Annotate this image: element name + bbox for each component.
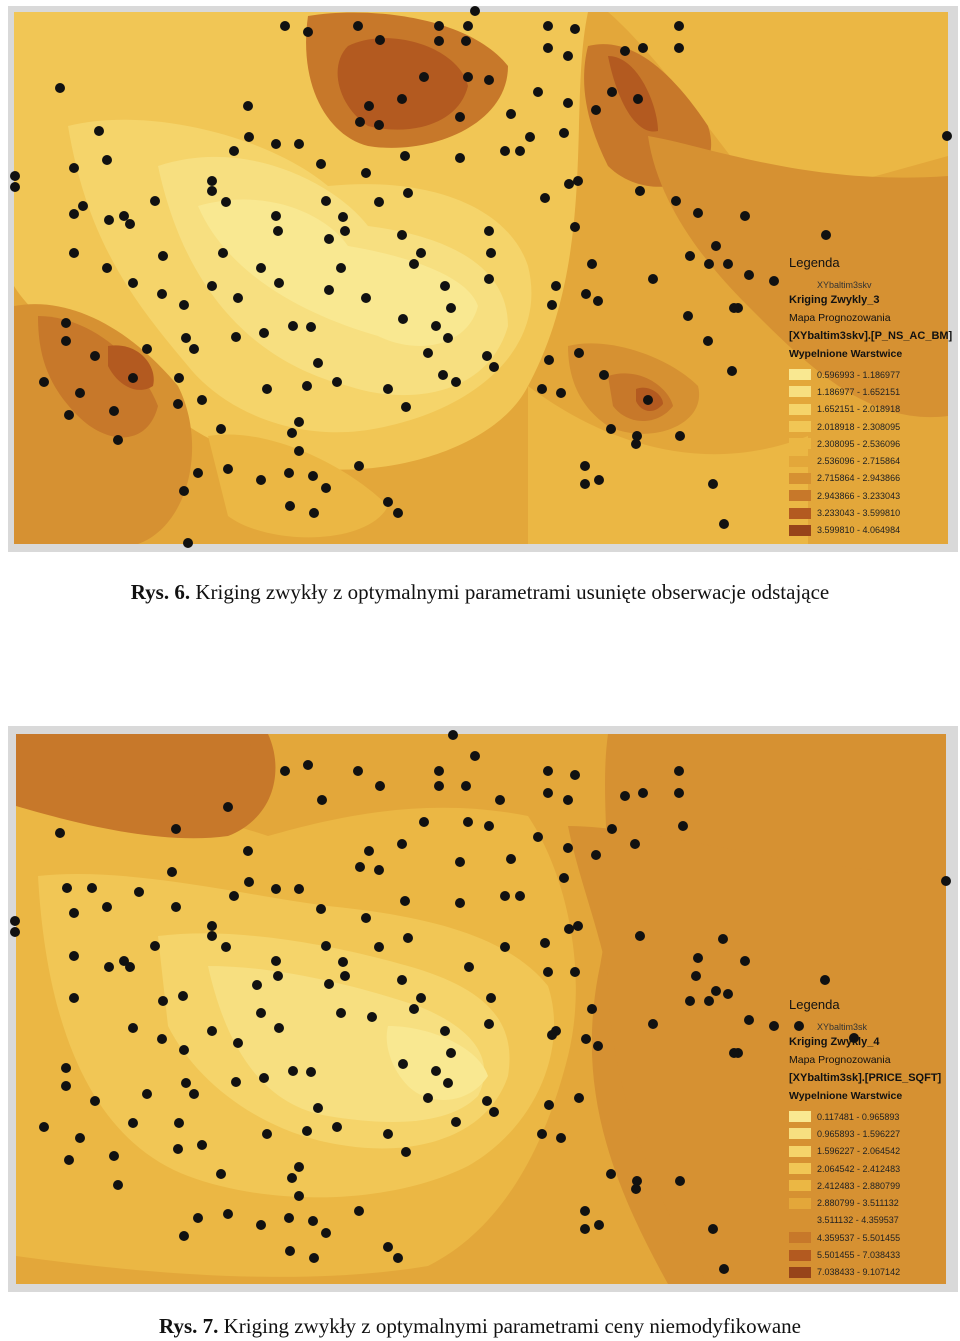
caption-number: Rys. 7. [159,1314,219,1338]
figure-caption-2: Rys. 7. Kriging zwykły z optymalnymi par… [0,1314,960,1339]
legend-class-row: 3.233043 - 3.599810 [789,504,952,521]
color-swatch [789,472,811,484]
class-range: 3.233043 - 3.599810 [817,508,901,519]
legend-model-name: Kriging Zwykly_4 [789,1036,880,1048]
class-range: 2.018918 - 2.308095 [817,421,901,432]
color-swatch [789,1266,811,1278]
color-swatch [789,1145,811,1157]
legend-class-row: 2.943866 - 3.233043 [789,487,952,504]
color-swatch [789,1163,811,1175]
legend-class-row: 2.018918 - 2.308095 [789,418,952,435]
class-range: 2.715864 - 2.943866 [817,473,901,484]
class-range: 2.943866 - 3.233043 [817,490,901,501]
class-range: 0.965893 - 1.596227 [817,1128,901,1139]
legend-class-row: 0.965893 - 1.596227 [789,1125,941,1142]
legend-2: Legenda XYbaltim3sk Kriging Zwykly_4 Map… [789,997,941,1281]
kriging-map-2 [8,726,958,1292]
legend-class-row: 5.501455 - 7.038433 [789,1246,941,1263]
color-swatch [789,1128,811,1140]
class-range: 2.536096 - 2.715864 [817,456,901,467]
class-range: 2.064542 - 2.412483 [817,1163,901,1174]
legend-fill-label: Wypelnione Warstwice [789,1090,903,1102]
legend-class-row: 3.599810 - 4.064984 [789,522,952,539]
color-swatch [789,369,811,381]
class-range: 2.308095 - 2.536096 [817,438,901,449]
class-range: 7.038433 - 9.107142 [817,1267,901,1278]
legend-class-row: 3.511132 - 4.359537 [789,1212,941,1229]
class-range: 0.117481 - 0.965893 [817,1111,900,1122]
class-range: 3.511132 - 4.359537 [817,1215,899,1226]
color-swatch [789,438,811,450]
legend-fill-label: Wypelnione Warstwice [789,348,903,360]
legend-class-row: 0.596993 - 1.186977 [789,366,952,383]
class-range: 5.501455 - 7.038433 [817,1250,901,1261]
color-swatch [789,386,811,398]
color-swatch [789,1214,811,1226]
color-swatch [789,421,811,433]
class-range: 0.596993 - 1.186977 [817,369,901,380]
color-swatch [789,1232,811,1244]
figure-caption-1: Rys. 6. Kriging zwykły z optymalnymi par… [0,580,960,605]
map-figure-2: Legenda XYbaltim3sk Kriging Zwykly_4 Map… [8,726,958,1292]
class-range: 1.652151 - 2.018918 [817,404,901,415]
legend-title: Legenda [789,997,840,1012]
legend-layer-name: XYbaltim3sk [817,1022,868,1032]
color-swatch [789,1249,811,1261]
legend-map-type: Mapa Prognozowania [789,312,891,324]
legend-class-row: 2.064542 - 2.412483 [789,1160,941,1177]
class-range: 1.596227 - 2.064542 [817,1146,901,1157]
color-swatch [789,524,811,536]
legend-class-list: 0.596993 - 1.186977 1.186977 - 1.652151 … [789,366,952,539]
legend-class-row: 2.308095 - 2.536096 [789,435,952,452]
legend-class-row: 2.880799 - 3.511132 [789,1194,941,1211]
class-range: 1.186977 - 1.652151 [817,386,901,397]
legend-class-row: 2.715864 - 2.943866 [789,470,952,487]
legend-class-list: 0.117481 - 0.965893 0.965893 - 1.596227 … [789,1108,941,1281]
legend-field-name: [XYbaltim3skv].[P_NS_AC_BM] [789,330,953,342]
class-range: 2.412483 - 2.880799 [817,1180,901,1191]
legend-map-type: Mapa Prognozowania [789,1054,891,1066]
map-figure-1: Legenda XYbaltim3skv Kriging Zwykly_3 Ma… [8,6,958,552]
kriging-map-1 [8,6,958,552]
class-range: 2.880799 - 3.511132 [817,1198,899,1209]
color-swatch [789,507,811,519]
observation-points-2 [10,730,951,1274]
legend-field-name: [XYbaltim3sk].[PRICE_SQFT] [789,1072,942,1084]
color-swatch [789,1180,811,1192]
legend-model-name: Kriging Zwykly_3 [789,294,880,306]
legend-layer-name: XYbaltim3skv [817,280,872,290]
caption-text: Kriging zwykły z optymalnymi parametrami… [195,580,830,604]
color-swatch [789,490,811,502]
legend-class-row: 1.186977 - 1.652151 [789,383,952,400]
legend-class-row: 2.536096 - 2.715864 [789,452,952,469]
legend-class-row: 1.652151 - 2.018918 [789,401,952,418]
legend-title: Legenda [789,255,840,270]
class-range: 4.359537 - 5.501455 [817,1232,901,1243]
legend-class-row: 7.038433 - 9.107142 [789,1264,941,1281]
color-swatch [789,1111,811,1123]
legend-class-row: 0.117481 - 0.965893 [789,1108,941,1125]
color-swatch [789,1197,811,1209]
color-swatch [789,455,811,467]
caption-number: Rys. 6. [130,580,191,604]
class-range: 3.599810 - 4.064984 [817,525,901,536]
observation-points-1 [10,6,952,548]
legend-1: Legenda XYbaltim3skv Kriging Zwykly_3 Ma… [789,255,952,539]
legend-class-row: 4.359537 - 5.501455 [789,1229,941,1246]
legend-class-row: 2.412483 - 2.880799 [789,1177,941,1194]
legend-class-row: 1.596227 - 2.064542 [789,1143,941,1160]
caption-text: Kriging zwykły z optymalnymi parametrami… [223,1314,801,1338]
color-swatch [789,403,811,415]
